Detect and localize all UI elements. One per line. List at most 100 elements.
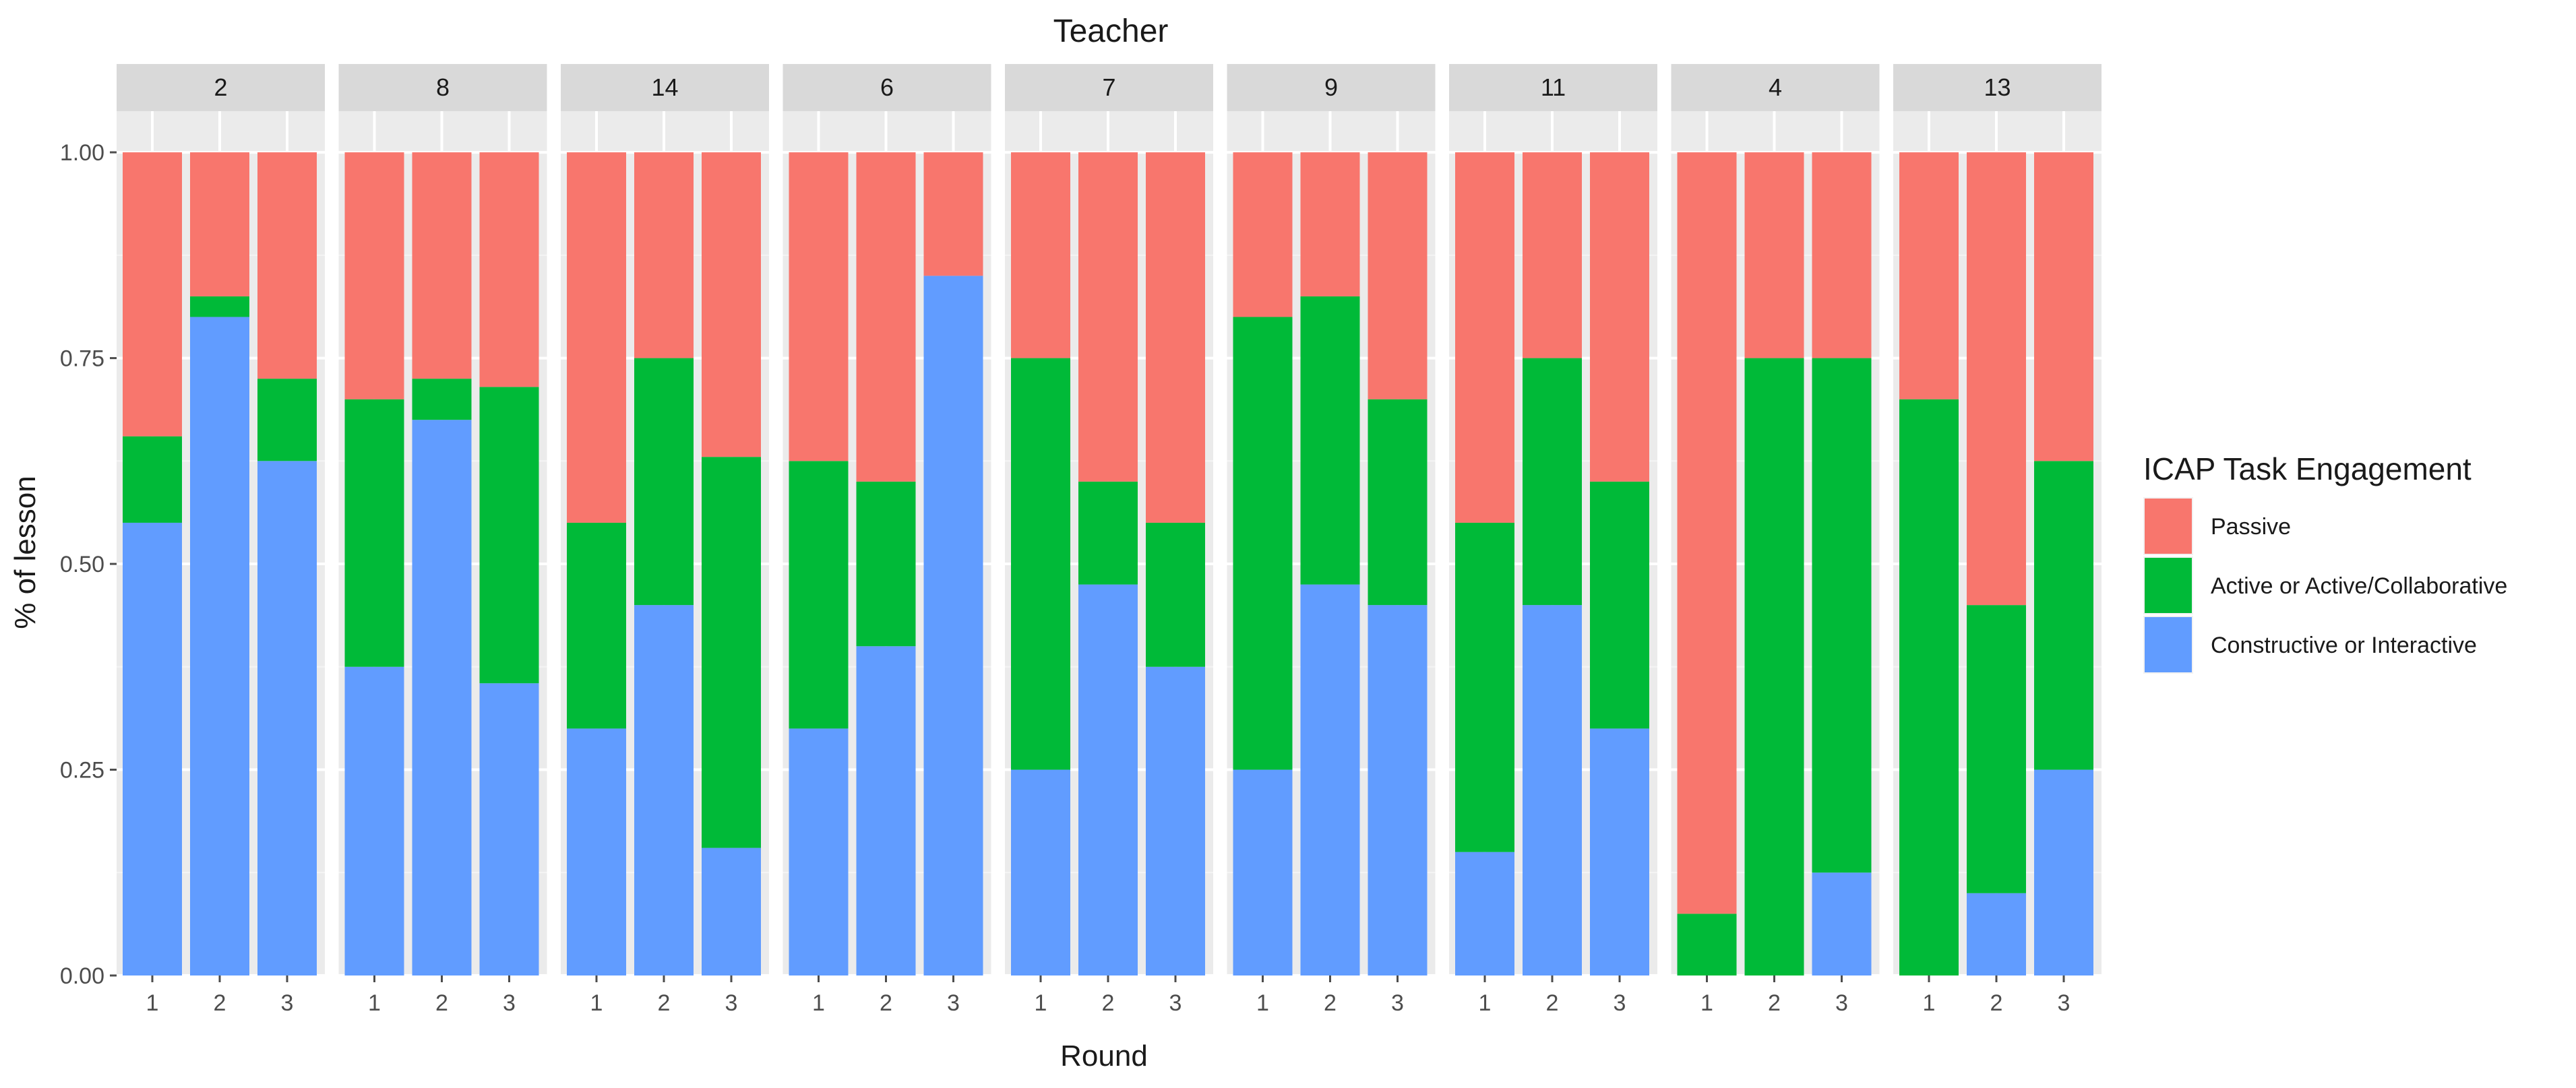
- x-tick-label: 2: [1768, 990, 1781, 1016]
- bar-active-teacher-6-round-2: [856, 481, 916, 647]
- bar-constructive-teacher-8-round-1: [344, 666, 404, 975]
- bar-active-teacher-14-round-1: [567, 522, 626, 729]
- facet-strip-label: 6: [880, 73, 894, 101]
- bar-constructive-teacher-2-round-1: [123, 522, 182, 975]
- bar-passive-teacher-8-round-1: [344, 152, 404, 399]
- y-axis: 0.00 0.25 0.50 0.75 1.00: [60, 140, 117, 989]
- bar-constructive-teacher-11-round-2: [1523, 605, 1582, 975]
- facet-strip-label: 8: [436, 73, 450, 101]
- bar-active-teacher-14-round-2: [634, 358, 694, 606]
- bar-passive-teacher-9-round-2: [1300, 152, 1360, 296]
- facet-strip-label: 2: [214, 73, 227, 101]
- x-tick-label: 2: [1324, 990, 1337, 1016]
- bar-passive-teacher-2-round-2: [190, 152, 249, 296]
- bar-passive-teacher-8-round-2: [412, 152, 472, 379]
- bar-constructive-teacher-7-round-2: [1078, 584, 1138, 975]
- bar-constructive-teacher-8-round-2: [412, 420, 472, 975]
- bar-constructive-teacher-2-round-3: [257, 461, 317, 975]
- x-tick-label: 1: [812, 990, 825, 1016]
- y-tick-label: 0.25: [60, 758, 104, 783]
- legend: ICAP Task Engagement Passive Active or Ac…: [2143, 451, 2507, 674]
- bar-passive-teacher-13-round-3: [2034, 152, 2093, 461]
- x-tick-label: 1: [146, 990, 159, 1016]
- bar-passive-teacher-14-round-1: [567, 152, 626, 523]
- y-tick-label: 0.75: [60, 346, 104, 372]
- legend-title: ICAP Task Engagement: [2143, 451, 2472, 486]
- bar-constructive-teacher-6-round-1: [789, 728, 849, 975]
- bar-constructive-teacher-9-round-2: [1300, 584, 1360, 975]
- x-tick-label: 2: [435, 990, 448, 1016]
- bar-active-teacher-4-round-2: [1744, 358, 1804, 975]
- bar-passive-teacher-6-round-2: [856, 152, 916, 482]
- bar-passive-teacher-14-round-3: [702, 152, 761, 457]
- bar-constructive-teacher-11-round-1: [1455, 852, 1514, 975]
- bar-passive-teacher-7-round-2: [1078, 152, 1138, 482]
- bar-passive-teacher-7-round-1: [1011, 152, 1070, 358]
- bar-passive-teacher-4-round-1: [1677, 152, 1737, 914]
- x-tick-label: 3: [1614, 990, 1626, 1016]
- y-tick-label: 1.00: [60, 140, 104, 166]
- bar-active-teacher-13-round-2: [1967, 605, 2026, 893]
- x-tick-label: 2: [658, 990, 671, 1016]
- bar-active-teacher-7-round-3: [1146, 522, 1205, 667]
- y-tick-label: 0.00: [60, 963, 104, 989]
- y-axis-label: % of lesson: [9, 476, 42, 629]
- bar-active-teacher-9-round-1: [1233, 317, 1293, 770]
- x-tick-label: 2: [880, 990, 892, 1016]
- facet-strip: [117, 64, 325, 111]
- x-tick-label: 3: [503, 990, 516, 1016]
- bar-passive-teacher-14-round-2: [634, 152, 694, 358]
- legend-swatch-passive: [2145, 499, 2192, 554]
- bar-active-teacher-7-round-2: [1078, 481, 1138, 585]
- bar-active-teacher-6-round-1: [789, 461, 849, 729]
- facet-panel-teacher-9: 9 1 2 3: [1227, 64, 1436, 1016]
- facet-panel-teacher-13: 13 1 2 3: [1893, 64, 2102, 1016]
- chart-title: Teacher: [1053, 13, 1169, 49]
- facet-panel-teacher-2: 2 1 2 3: [117, 64, 325, 1016]
- bar-constructive-teacher-13-round-2: [1967, 893, 2026, 975]
- bar-constructive-teacher-14-round-2: [634, 605, 694, 975]
- bar-active-teacher-8-round-3: [479, 387, 539, 684]
- bar-active-teacher-4-round-1: [1677, 914, 1737, 975]
- bar-passive-teacher-9-round-1: [1233, 152, 1293, 317]
- x-tick-label: 1: [1923, 990, 1936, 1016]
- bar-constructive-teacher-9-round-1: [1233, 769, 1293, 975]
- legend-label-passive: Passive: [2211, 514, 2291, 540]
- bar-active-teacher-13-round-1: [1899, 399, 1959, 975]
- bar-active-teacher-7-round-1: [1011, 358, 1070, 770]
- facet-strip-label: 13: [1984, 73, 2011, 101]
- bar-constructive-teacher-8-round-3: [479, 683, 539, 975]
- legend-swatch-active-or-active-collaborative: [2145, 558, 2192, 613]
- x-tick-label: 3: [725, 990, 738, 1016]
- bar-passive-teacher-4-round-2: [1744, 152, 1804, 358]
- x-tick-label: 3: [947, 990, 960, 1016]
- bar-active-teacher-9-round-3: [1368, 399, 1428, 606]
- bar-passive-teacher-7-round-3: [1146, 152, 1205, 523]
- bar-passive-teacher-4-round-3: [1812, 152, 1872, 358]
- facet-strip-label: 14: [651, 73, 678, 101]
- x-tick-label: 3: [1835, 990, 1848, 1016]
- facet-strip-label: 11: [1541, 73, 1566, 101]
- bar-constructive-teacher-6-round-2: [856, 646, 916, 975]
- x-tick-label: 1: [368, 990, 381, 1016]
- bar-constructive-teacher-4-round-3: [1812, 872, 1872, 975]
- facet-strip: [783, 64, 991, 111]
- bar-passive-teacher-11-round-2: [1523, 152, 1582, 358]
- bar-constructive-teacher-14-round-3: [702, 847, 761, 975]
- bar-active-teacher-13-round-3: [2034, 461, 2093, 770]
- facet-strip: [561, 64, 769, 111]
- facet-strip-label: 9: [1324, 73, 1338, 101]
- bar-passive-teacher-8-round-3: [479, 152, 539, 387]
- facet-panel-teacher-8: 8 1 2 3: [338, 64, 547, 1016]
- bar-active-teacher-2-round-1: [123, 436, 182, 523]
- legend-label-active-or-active-collaborative: Active or Active/Collaborative: [2211, 573, 2507, 599]
- x-tick-label: 1: [1700, 990, 1713, 1016]
- x-axis-label: Round: [1060, 1039, 1148, 1073]
- facet-strip: [338, 64, 547, 111]
- bar-constructive-teacher-2-round-2: [190, 317, 249, 975]
- bar-constructive-teacher-13-round-3: [2034, 769, 2093, 975]
- x-tick-label: 1: [1479, 990, 1492, 1016]
- x-tick-label: 3: [1169, 990, 1182, 1016]
- bar-constructive-teacher-9-round-3: [1368, 605, 1428, 975]
- bar-active-teacher-14-round-3: [702, 457, 761, 848]
